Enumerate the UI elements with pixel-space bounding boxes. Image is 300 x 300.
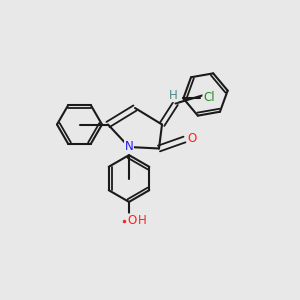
Text: O: O [128,214,136,227]
Text: N: N [124,140,134,154]
Text: H: H [138,214,147,227]
Text: H: H [169,88,178,102]
Text: Cl: Cl [203,91,215,104]
Text: O: O [188,131,196,145]
